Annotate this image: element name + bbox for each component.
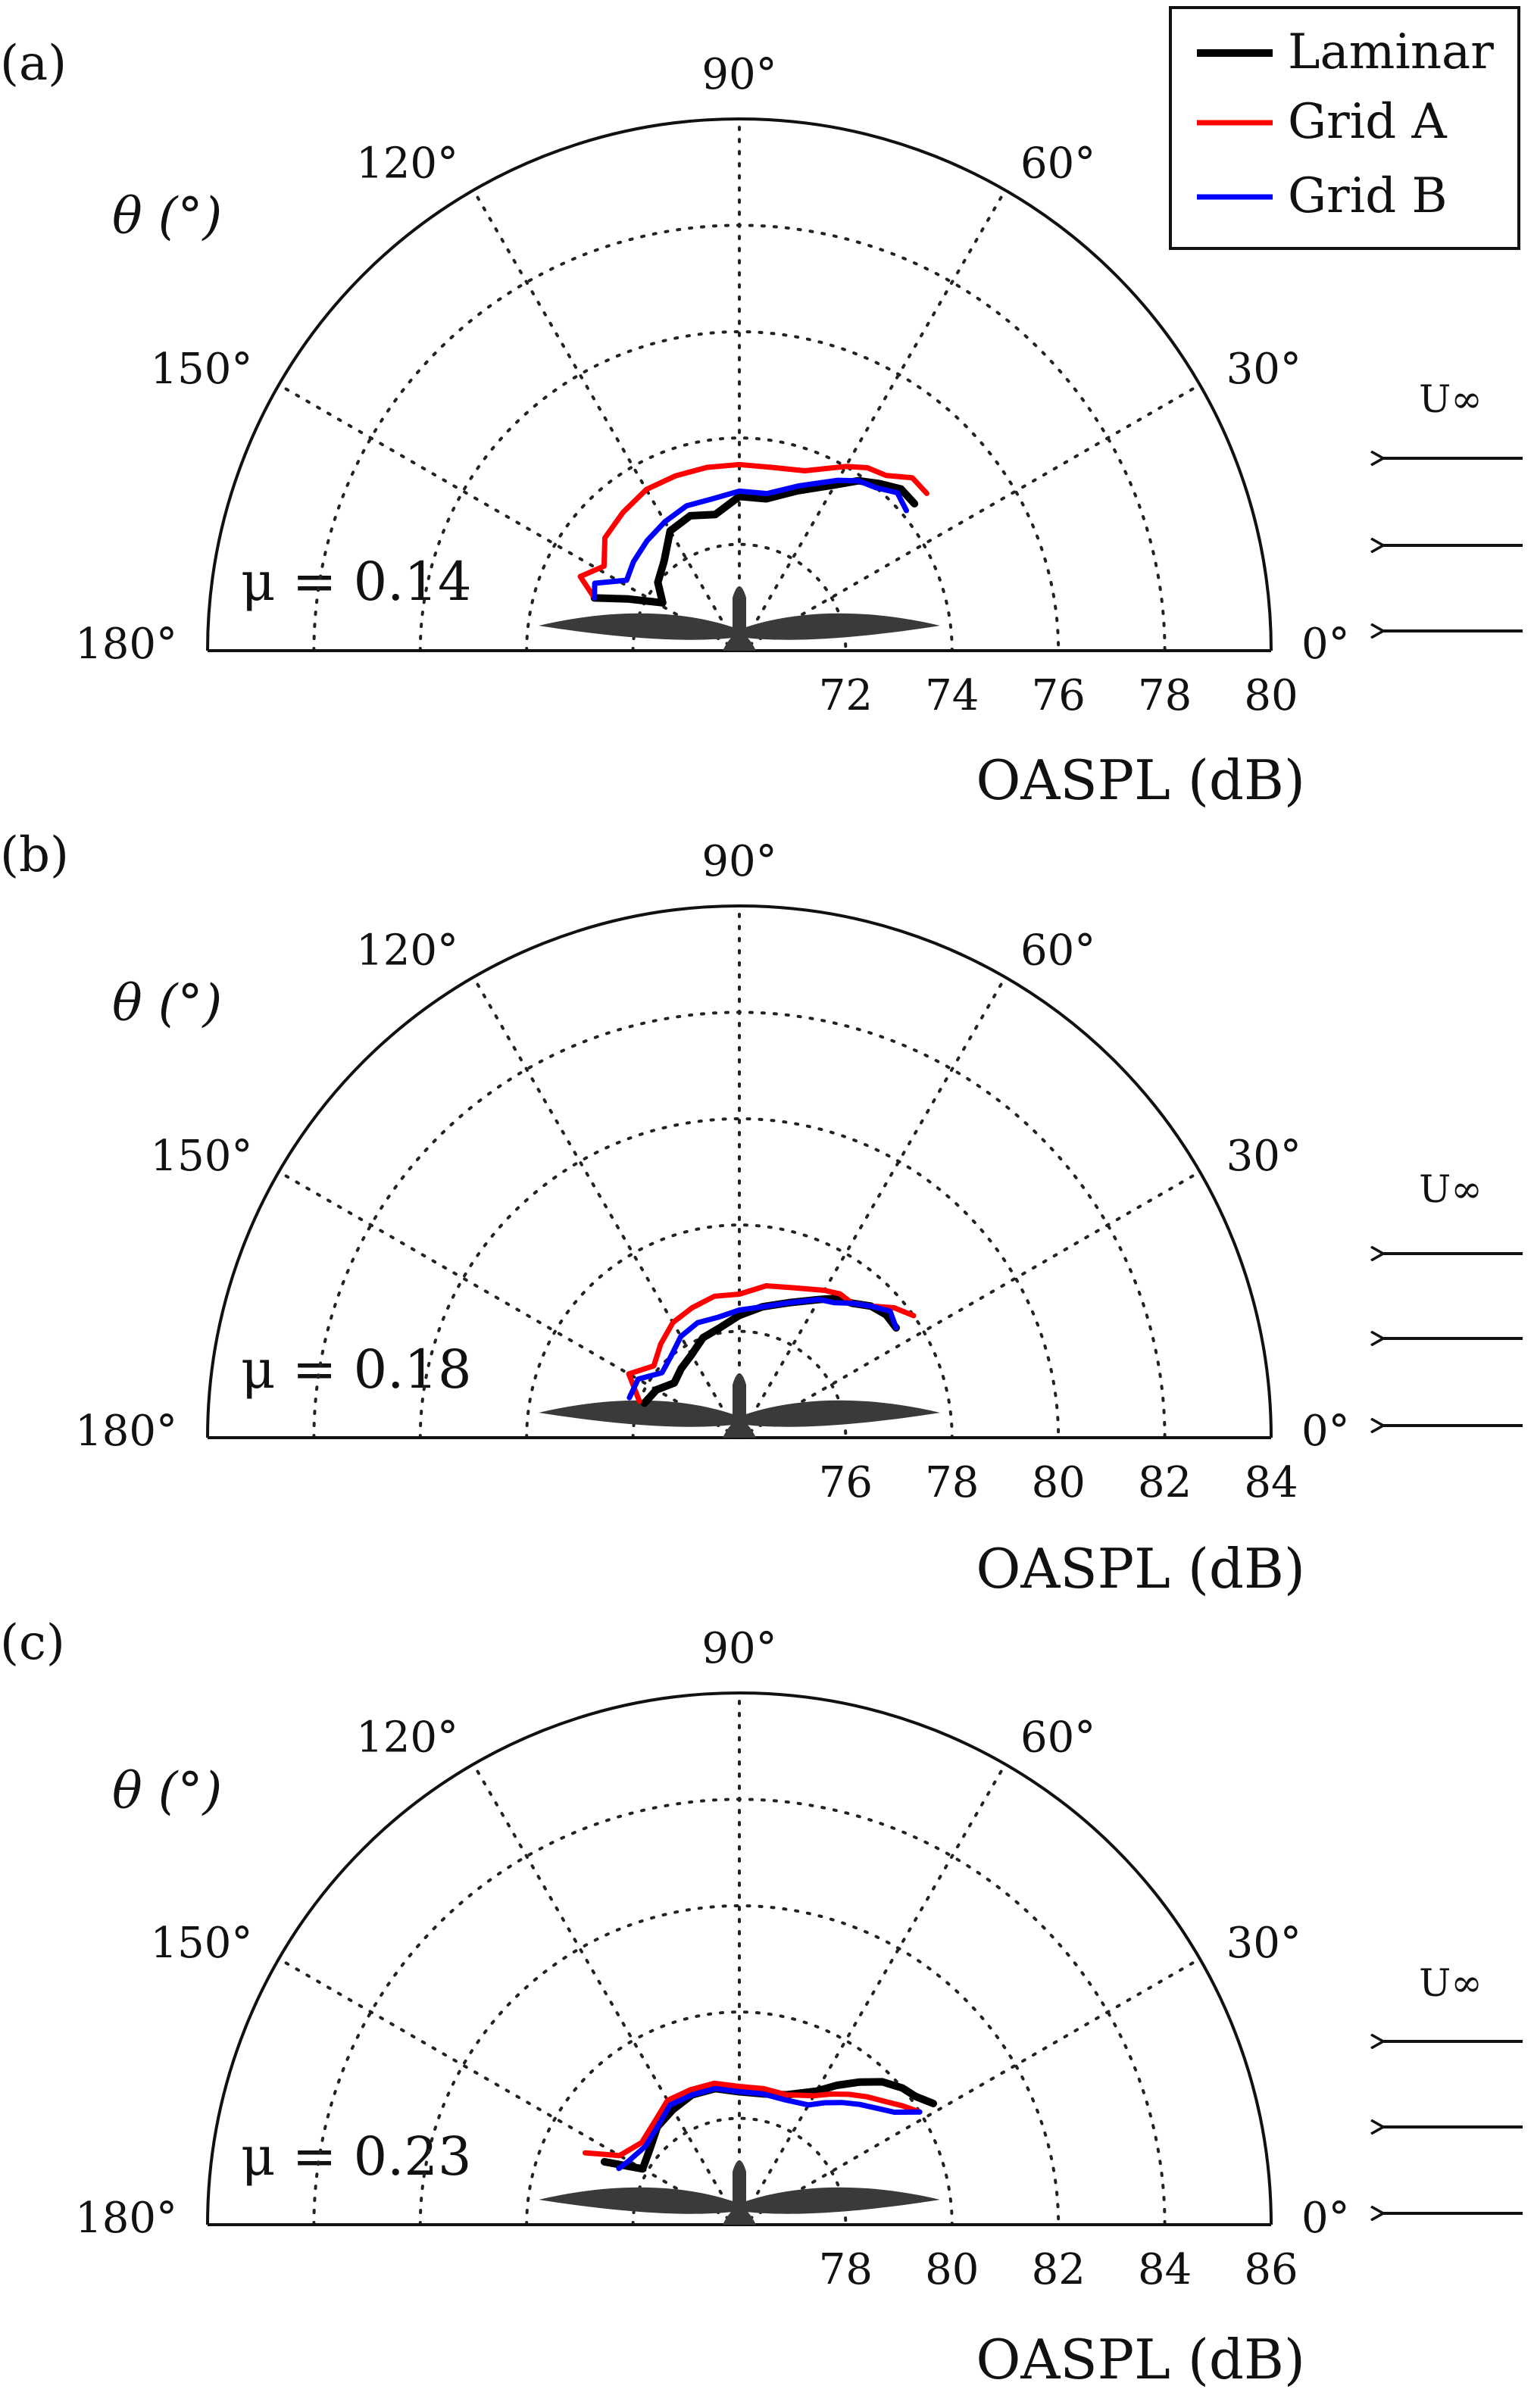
mu-annotation: μ = 0.14 <box>241 551 472 613</box>
r-tick-label: 76 <box>819 1458 873 1507</box>
theta-tick-label: 30° <box>1226 345 1301 394</box>
r-tick-label: 82 <box>1138 1458 1192 1507</box>
series-line-grid-a <box>582 2080 923 2159</box>
airfoil-silhouette <box>539 1373 940 1438</box>
theta-tick-label: 60° <box>1020 139 1095 188</box>
panel-label: (c) <box>0 1615 65 1671</box>
grid-spoke <box>738 976 1007 1439</box>
theta-tick-label: 0° <box>1301 1407 1350 1456</box>
grid-arc <box>418 1904 1061 2226</box>
theta-tick-label: 120° <box>356 926 458 975</box>
r-axis-label: OASPL (dB) <box>976 1537 1305 1601</box>
polar-plot-b: 0° 30° 60° 90° 120° 150° 180° 76 78 80 82 84 <box>75 837 1350 1507</box>
grid-arc <box>418 1117 1061 1439</box>
polar-plot-c: 0° 30° 60° 90° 120° 150° 180° 78 80 82 84 86 <box>75 1624 1350 2294</box>
outer-boundary <box>206 904 1273 1438</box>
panel-label: (a) <box>0 36 67 92</box>
mu-annotation: μ = 0.18 <box>241 1338 472 1401</box>
theta-tick-label: 0° <box>1301 620 1350 669</box>
panel-c: (c) θ (°) μ = 0.23 OASPL (dB) U∞ 0° 30° 60… <box>0 1615 1523 2391</box>
panel-b: (b) θ (°) μ = 0.18 OASPL (dB) U∞ 0° 30° 60… <box>0 827 1523 1601</box>
legend-label: Laminar <box>1288 24 1494 80</box>
flow-label: U∞ <box>1419 377 1482 421</box>
theta-tick-label: 30° <box>1226 1919 1301 1968</box>
grid-spoke <box>472 189 741 652</box>
theta-axis-label: θ (°) <box>112 974 222 1032</box>
r-tick-label: 78 <box>1138 671 1192 720</box>
grid-spoke <box>738 1170 1201 1439</box>
theta-tick-label: 150° <box>151 1919 253 1968</box>
theta-tick-label: 90° <box>701 837 776 886</box>
outer-boundary <box>206 1691 1273 2225</box>
series-line-laminar <box>590 476 919 607</box>
grid-spoke <box>277 1957 741 2226</box>
grid-spoke <box>472 1763 741 2226</box>
r-tick-label: 76 <box>1032 671 1086 720</box>
mu-annotation: μ = 0.23 <box>241 2125 472 2188</box>
series-line-grid-a <box>577 461 929 601</box>
r-tick-label: 80 <box>1032 1458 1086 1507</box>
theta-tick-label: 150° <box>151 1132 253 1181</box>
legend-item: Grid A <box>1197 94 1448 150</box>
r-tick-label: 82 <box>1032 2245 1086 2294</box>
theta-tick-label: 60° <box>1020 926 1095 975</box>
airfoil-silhouette <box>539 586 940 651</box>
legend: Laminar Grid A Grid B <box>1169 6 1520 250</box>
grid-arc <box>631 2116 848 2226</box>
legend-label: Grid A <box>1288 94 1448 150</box>
grid-spoke <box>738 189 1007 652</box>
theta-tick-label: 30° <box>1226 1132 1301 1181</box>
legend-item: Laminar <box>1197 24 1494 80</box>
flow-label: U∞ <box>1419 1961 1482 2005</box>
grid-arc <box>418 329 1061 652</box>
r-axis-label: OASPL (dB) <box>976 748 1305 812</box>
theta-tick-label: 180° <box>75 620 177 669</box>
grid-spoke <box>472 976 741 1439</box>
flow-label: U∞ <box>1419 1167 1482 1211</box>
series-line-grid-b <box>616 2085 923 2172</box>
series-line-grid-b <box>592 477 909 601</box>
r-tick-label: 78 <box>925 1458 979 1507</box>
r-tick-label: 84 <box>1138 2245 1192 2294</box>
panel-label: (b) <box>0 827 69 883</box>
airfoil-silhouette <box>539 2160 940 2225</box>
legend-item: Grid B <box>1197 168 1448 224</box>
theta-tick-label: 120° <box>356 1713 458 1762</box>
grid-spoke <box>738 1957 1201 2226</box>
outer-boundary <box>206 117 1273 651</box>
theta-axis-label: θ (°) <box>112 1762 222 1820</box>
theta-tick-label: 150° <box>151 345 253 394</box>
theta-tick-label: 0° <box>1301 2194 1350 2243</box>
r-tick-label: 80 <box>1244 671 1298 720</box>
theta-axis-label: θ (°) <box>112 187 222 245</box>
flow-arrows <box>1383 2041 1523 2213</box>
r-tick-label: 72 <box>819 671 873 720</box>
legend-label: Grid B <box>1288 168 1448 224</box>
grid-arc <box>631 1329 848 1439</box>
theta-tick-label: 90° <box>701 1624 776 1673</box>
r-tick-label: 78 <box>819 2245 873 2294</box>
r-tick-label: 84 <box>1244 1458 1298 1507</box>
r-axis-label: OASPL (dB) <box>976 2328 1305 2391</box>
r-tick-label: 80 <box>925 2245 979 2294</box>
theta-tick-label: 60° <box>1020 1713 1095 1762</box>
theta-tick-label: 120° <box>356 139 458 188</box>
grid-spoke <box>738 383 1201 652</box>
r-tick-label: 74 <box>925 671 979 720</box>
theta-tick-label: 180° <box>75 1407 177 1456</box>
grid-spoke <box>277 1170 741 1439</box>
flow-arrows <box>1383 1254 1523 1426</box>
r-tick-label: 86 <box>1244 2245 1298 2294</box>
flow-arrows <box>1383 458 1523 631</box>
grid-spoke <box>738 1763 1007 2226</box>
legend-box <box>1169 6 1520 250</box>
theta-tick-label: 90° <box>701 50 776 99</box>
series-line-grid-b <box>626 1297 899 1401</box>
panel-a: (a) θ (°) μ = 0.14 OASPL (dB) U∞ 0° 30° 60… <box>0 36 1523 812</box>
theta-tick-label: 180° <box>75 2194 177 2243</box>
polar-plot-a: 0° 30° 60° 90° 120° 150° 180° 72 74 76 78 80 <box>75 50 1350 720</box>
